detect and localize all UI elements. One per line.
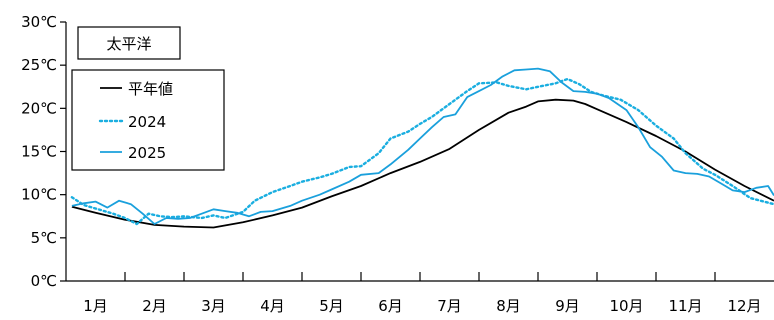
legend-label-normal: 平年値 <box>128 80 173 98</box>
series-line-2 <box>71 67 774 225</box>
x-tick-label: 1月 <box>83 297 108 315</box>
x-tick-label: 5月 <box>319 297 344 315</box>
x-tick-label: 11月 <box>668 297 702 315</box>
series-layer <box>70 67 774 229</box>
y-tick-label: 15℃ <box>21 143 57 161</box>
x-tick-label: 8月 <box>496 297 521 315</box>
series-line-1 <box>70 77 774 226</box>
x-tick-label: 3月 <box>201 297 226 315</box>
x-tick-label: 12月 <box>727 297 761 315</box>
series-line-0 <box>71 98 774 229</box>
x-tick-label: 7月 <box>437 297 462 315</box>
y-tick-label: 10℃ <box>21 186 57 204</box>
x-tick-label: 4月 <box>260 297 285 315</box>
x-tick-label: 10月 <box>609 297 643 315</box>
y-tick-label: 0℃ <box>31 272 57 290</box>
legend-box <box>71 69 225 171</box>
x-tick-label: 2月 <box>142 297 167 315</box>
chart-title: 太平洋 <box>106 35 151 53</box>
title-box <box>77 26 181 60</box>
axes-layer: 0℃ 5℃ 10℃ 15℃ 20℃ 25℃ 30℃ 1月 2月 3月 4月 5月 6月 7月 8月 9月 10月… <box>21 13 774 315</box>
y-tick-label: 30℃ <box>21 13 57 31</box>
legend-layer: 太平洋 平年値 2024 2025 <box>71 26 225 171</box>
legend-label-2025: 2025 <box>128 144 166 162</box>
y-tick-label: 5℃ <box>31 229 57 247</box>
x-tick-label: 9月 <box>555 297 580 315</box>
y-tick-label: 20℃ <box>21 99 57 117</box>
legend-label-2024: 2024 <box>128 113 166 131</box>
x-tick-label: 6月 <box>378 297 403 315</box>
y-tick-label: 25℃ <box>21 56 57 74</box>
